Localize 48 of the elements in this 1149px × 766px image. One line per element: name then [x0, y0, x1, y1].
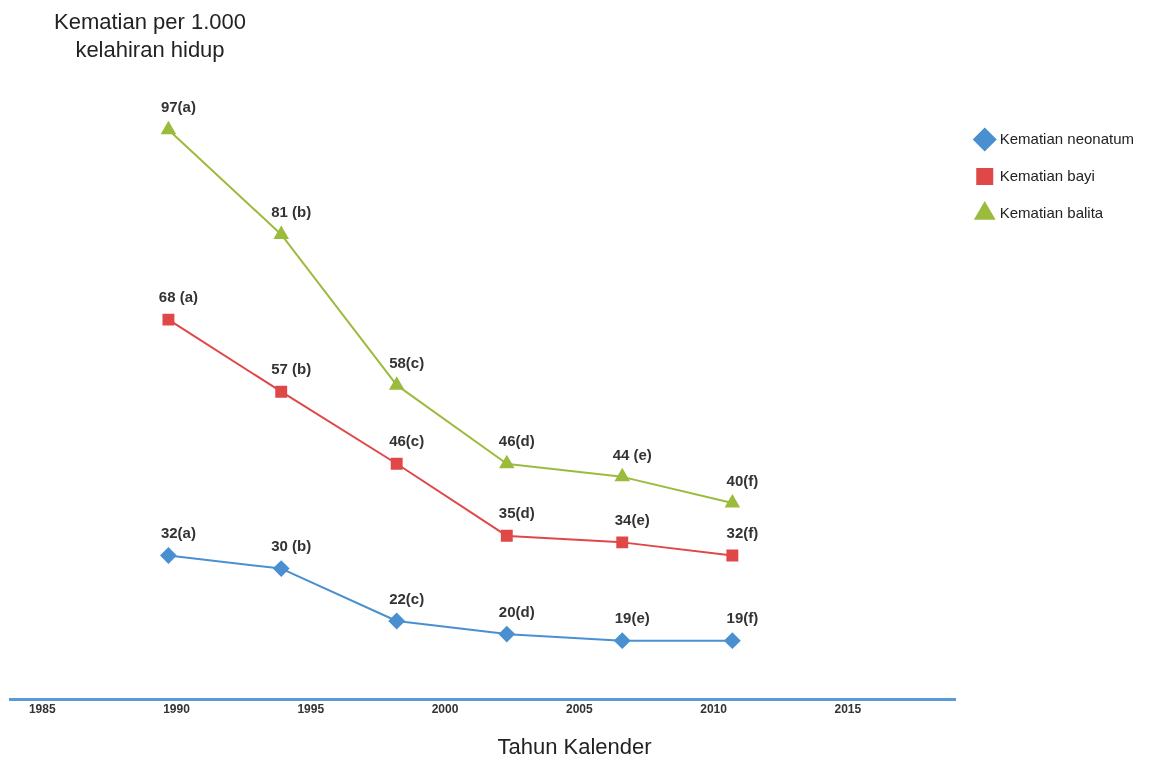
- point: [389, 377, 404, 390]
- data-label: 32(a): [160, 524, 196, 542]
- point: [390, 457, 403, 470]
- point: [500, 529, 513, 542]
- data-label: 81 (b): [271, 203, 312, 221]
- data-label: 46(c): [389, 432, 425, 450]
- data-label: 35(d): [498, 504, 535, 522]
- data-label: 58(c): [389, 353, 425, 371]
- point: [499, 455, 514, 469]
- point: [615, 468, 630, 482]
- x-tick-label: 2000: [431, 702, 459, 717]
- data-label: 34(e): [614, 511, 650, 529]
- point: [162, 313, 175, 326]
- data-label: 30 (b): [271, 537, 312, 555]
- data-label: 20(d): [498, 602, 535, 620]
- point: [161, 121, 176, 135]
- legend-label: Kematian neonatum: [999, 129, 1135, 147]
- point: [274, 226, 289, 239]
- data-label: 68 (a): [158, 288, 199, 306]
- data-label: 22(c): [389, 589, 425, 607]
- x-axis-title: Tahun Kalender: [496, 734, 653, 760]
- legend-label: Kematian balita: [999, 203, 1104, 221]
- x-tick-label: 2005: [565, 702, 593, 717]
- data-label: 19(e): [614, 609, 650, 627]
- point: [725, 495, 740, 508]
- point: [616, 536, 629, 549]
- point: [614, 632, 631, 649]
- point: [498, 626, 515, 643]
- point: [724, 632, 741, 649]
- x-tick-label: 1985: [28, 702, 56, 717]
- x-tick-label: 1990: [163, 702, 191, 717]
- point: [273, 560, 290, 577]
- x-tick-label: 1995: [297, 702, 325, 717]
- point: [275, 385, 288, 398]
- y-axis-title: Kematian per 1.000 kelahiran hidup: [53, 8, 247, 64]
- point: [160, 547, 177, 564]
- x-tick-label: 2015: [834, 702, 862, 717]
- x-tick-label: 2010: [700, 702, 728, 717]
- data-label: 19(f): [726, 609, 759, 627]
- point: [388, 612, 405, 629]
- point: [726, 549, 739, 562]
- data-label: 44 (e): [612, 445, 652, 463]
- data-label: 40(f): [726, 471, 759, 489]
- data-label: 46(d): [498, 432, 535, 450]
- legend-label: Kematian bayi: [999, 166, 1095, 184]
- data-label: 97(a): [160, 98, 196, 116]
- data-label: 57 (b): [271, 360, 312, 378]
- data-label: 32(f): [726, 524, 759, 542]
